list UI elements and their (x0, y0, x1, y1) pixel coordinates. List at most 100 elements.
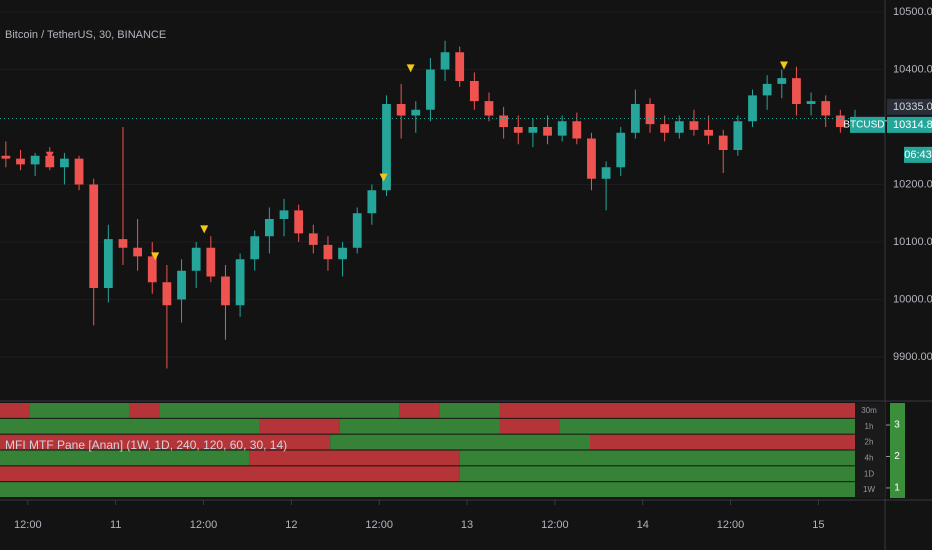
candle-body (704, 129, 713, 136)
candle-body (147, 256, 157, 283)
candle-body (177, 270, 186, 300)
pane-tick-label: 2 (894, 451, 900, 462)
candle-body (396, 104, 406, 116)
y-tick-label: 10100.00 (893, 236, 932, 248)
heat-segment (0, 450, 250, 466)
candle-body (484, 101, 494, 116)
pane-title: MFI MTF Pane [Anan] (1W, 1D, 240, 120, 6… (5, 438, 287, 452)
symbol-label: BTCUSDT (843, 120, 890, 131)
candle-body (440, 52, 450, 70)
y-tick-label: 10400.00 (893, 63, 932, 75)
candle-body (748, 95, 757, 122)
candle-body (587, 138, 596, 179)
heat-segment (0, 482, 855, 497)
x-tick-label: 15 (812, 519, 824, 531)
heat-segment (439, 403, 500, 418)
candle-body (162, 282, 172, 306)
x-tick-label: 12 (285, 519, 297, 531)
prev-price-label: 10335.02 (893, 101, 932, 113)
candle-body (103, 239, 113, 288)
candle-body (352, 213, 362, 248)
candle-body (689, 121, 699, 130)
candle-body (74, 158, 84, 185)
signal-marker (406, 64, 415, 73)
candle-body (572, 121, 582, 139)
candle-body (45, 155, 55, 168)
candle-body (616, 132, 626, 168)
candle-body (557, 121, 567, 136)
candle-body (455, 52, 465, 82)
candle-body (279, 210, 289, 220)
row-label: 30m (861, 406, 877, 415)
signal-marker (200, 225, 209, 234)
y-tick-label: 10500.00 (893, 6, 932, 18)
row-label-box (853, 403, 885, 498)
pane-tick-label: 3 (894, 420, 900, 431)
candle-body (660, 124, 670, 133)
candle-body (513, 127, 523, 133)
candle-body (499, 115, 509, 128)
heat-segment (0, 403, 31, 418)
heat-segment (0, 466, 460, 482)
heat-segment (330, 434, 590, 450)
heat-segment (259, 418, 340, 434)
heat-segment (399, 403, 440, 418)
candle-body (601, 167, 611, 179)
candle-body (191, 247, 201, 271)
heat-segment (159, 403, 400, 418)
countdown-label: 06:43 (904, 149, 932, 161)
candle-body (221, 276, 230, 306)
heat-segment (590, 434, 855, 450)
y-tick-label: 9900.00 (893, 351, 932, 363)
x-tick-label: 12:00 (541, 519, 569, 531)
candle-body (367, 190, 377, 214)
heat-segment (559, 418, 855, 434)
candle-body (16, 158, 25, 165)
candle-body (411, 109, 421, 116)
countdown-box (904, 146, 932, 163)
heat-segment (0, 418, 260, 434)
candle-body (543, 127, 552, 136)
heat-segment (0, 434, 331, 450)
heat-segment (499, 418, 560, 434)
row-label: 1h (865, 422, 874, 431)
score-column (890, 403, 905, 498)
heat-segment (459, 450, 855, 466)
heat-segment (499, 403, 855, 418)
candle-body (382, 104, 391, 191)
y-tick-label: 10200.00 (893, 178, 932, 190)
candle-body (835, 115, 845, 128)
pane-tick-label: 1 (894, 483, 900, 494)
candle-body (806, 101, 816, 105)
heat-segment (339, 418, 500, 434)
candle-body (323, 244, 333, 260)
x-tick-label: 11 (110, 519, 121, 531)
candle-body (718, 135, 728, 151)
chart-title: Bitcoin / TetherUS, 30, BINANCE (5, 29, 166, 41)
symbol-box (850, 116, 885, 133)
signal-marker (779, 61, 788, 70)
candle-body (294, 210, 304, 234)
signal-marker (45, 151, 54, 160)
candle-body (30, 155, 40, 165)
signal-marker (151, 252, 160, 261)
row-label: 1D (864, 469, 874, 478)
candle-body (733, 121, 743, 151)
candle-body (792, 78, 801, 105)
row-label: 2h (865, 438, 874, 447)
candle-body (821, 101, 831, 116)
last-price-label: 10314.85 (893, 119, 932, 131)
row-label: 4h (865, 454, 874, 463)
candle-body (60, 158, 69, 168)
candle-body (762, 83, 772, 96)
candle-body (308, 233, 318, 245)
candle-body (630, 104, 640, 133)
candle-body (674, 121, 684, 133)
row-label: 1W (863, 485, 875, 494)
heat-segment (459, 466, 855, 482)
heat-segment (30, 403, 130, 418)
candle-body (264, 219, 274, 237)
candle-body (235, 259, 245, 306)
